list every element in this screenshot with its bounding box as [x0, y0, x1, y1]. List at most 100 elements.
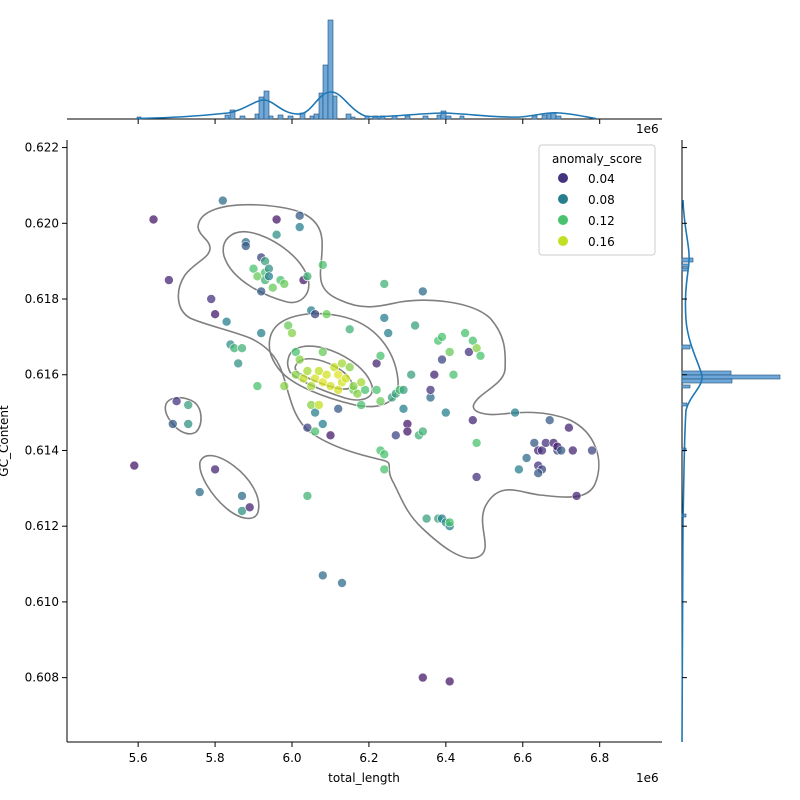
scatter-point: [533, 468, 544, 479]
right-hist-bar: [681, 513, 687, 518]
top-hist-bar: [332, 95, 338, 120]
legend-entry: 0.12: [558, 214, 615, 228]
scatter-point: [390, 430, 401, 441]
x-tick-label: 6.4: [436, 751, 455, 765]
scatter-point: [437, 354, 447, 365]
y-tick-label: 0.622: [25, 141, 59, 155]
legend-label: 0.12: [588, 214, 615, 228]
scatter-point: [148, 214, 159, 225]
scatter-point: [244, 502, 255, 513]
scatter-point: [379, 464, 390, 475]
scatter-point: [302, 422, 313, 433]
top-hist-bar: [541, 114, 548, 120]
x-tick-label: 5.6: [129, 751, 148, 765]
scatter-point: [333, 385, 344, 395]
scatter-point: [302, 491, 313, 501]
scatter-point: [444, 676, 455, 687]
scatter-point: [471, 472, 482, 482]
top-hist-bar: [440, 110, 447, 120]
top-hist-bar: [309, 115, 315, 120]
legend-title: anomaly_score: [552, 152, 642, 166]
scatter-point: [375, 396, 386, 407]
scatter-point: [379, 313, 390, 323]
legend-marker: [558, 215, 568, 225]
scatter-point: [279, 381, 290, 391]
scatter-point: [421, 513, 432, 524]
legend-marker: [558, 173, 568, 183]
right-hist-bar: [681, 257, 694, 263]
top-kde-curve: [136, 91, 597, 120]
right-hist-bar: [681, 384, 691, 389]
scatter-point: [317, 347, 328, 357]
scatter-point: [371, 385, 382, 395]
scatter-point: [360, 385, 370, 395]
right-hist-bar: [681, 374, 781, 380]
scatter-point: [233, 358, 243, 369]
scatter-point: [271, 229, 282, 240]
scatter-point: [168, 419, 178, 429]
scatter-point: [571, 491, 582, 501]
top-hist-bar: [555, 115, 562, 120]
x-tick-label: 6.0: [282, 751, 301, 765]
top-hist-bar: [268, 115, 274, 120]
scatter-point: [417, 286, 428, 297]
scatter-point: [317, 570, 328, 581]
scatter-point: [306, 381, 317, 391]
scatter-point: [356, 377, 367, 388]
scatter-point: [237, 491, 247, 501]
scatter-point: [448, 369, 459, 380]
scatter-point: [256, 328, 267, 338]
right-marginal-bars: [681, 257, 781, 518]
y-tick-label: 0.620: [25, 216, 59, 230]
top-hist-bar: [254, 113, 260, 120]
scatter-point: [564, 422, 574, 433]
kde-contour-outer: [177, 203, 600, 559]
scatter-point: [210, 464, 220, 475]
top-hist-bar: [550, 112, 557, 120]
scatter-point: [340, 373, 351, 384]
scatter-point: [321, 309, 332, 320]
scatter-point: [325, 430, 336, 441]
scatter-point: [333, 369, 344, 380]
scatter-point: [310, 309, 320, 320]
y-tick-label: 0.614: [25, 443, 59, 457]
scatter-point: [337, 578, 347, 588]
kde-contour-small-left: [164, 396, 202, 435]
top-hist-bar: [327, 19, 334, 120]
scatter-point: [398, 403, 409, 414]
top-hist-bar: [224, 114, 230, 120]
scatter-point: [333, 403, 344, 414]
scatter-point: [556, 445, 567, 456]
right-hist-bar: [681, 370, 732, 376]
scatter-point: [260, 256, 270, 267]
scatter-point: [356, 400, 367, 410]
scatter-point: [164, 275, 174, 285]
scatter-point: [290, 369, 301, 380]
scatter-point: [321, 369, 332, 380]
right-marginal: [681, 140, 781, 743]
scatter-point: [417, 672, 428, 683]
scatter-point: [410, 320, 420, 331]
scatter-point: [344, 324, 355, 335]
scatter-point: [371, 358, 382, 369]
y-tick-label: 0.618: [25, 292, 59, 306]
top-marginal: [67, 19, 662, 120]
scatter-point: [406, 369, 417, 380]
scatter-point: [444, 517, 455, 528]
y-tick-label: 0.610: [25, 595, 59, 609]
scatter-point: [290, 347, 301, 357]
right-kde-curve: [681, 199, 703, 743]
scatter-points: [129, 195, 597, 687]
scatter-point: [302, 271, 313, 282]
y-tick-label: 0.612: [25, 519, 59, 533]
scatter-point: [344, 362, 355, 373]
scatter-point: [279, 279, 290, 289]
scatter-point: [283, 320, 294, 331]
scatter-point: [402, 426, 413, 437]
scatter-point: [252, 381, 263, 391]
scatter-point: [294, 222, 305, 232]
scatter-point: [264, 271, 274, 282]
scatter-point: [129, 460, 140, 471]
legend-entry: 0.16: [558, 235, 615, 249]
top-hist-bar: [459, 115, 465, 120]
